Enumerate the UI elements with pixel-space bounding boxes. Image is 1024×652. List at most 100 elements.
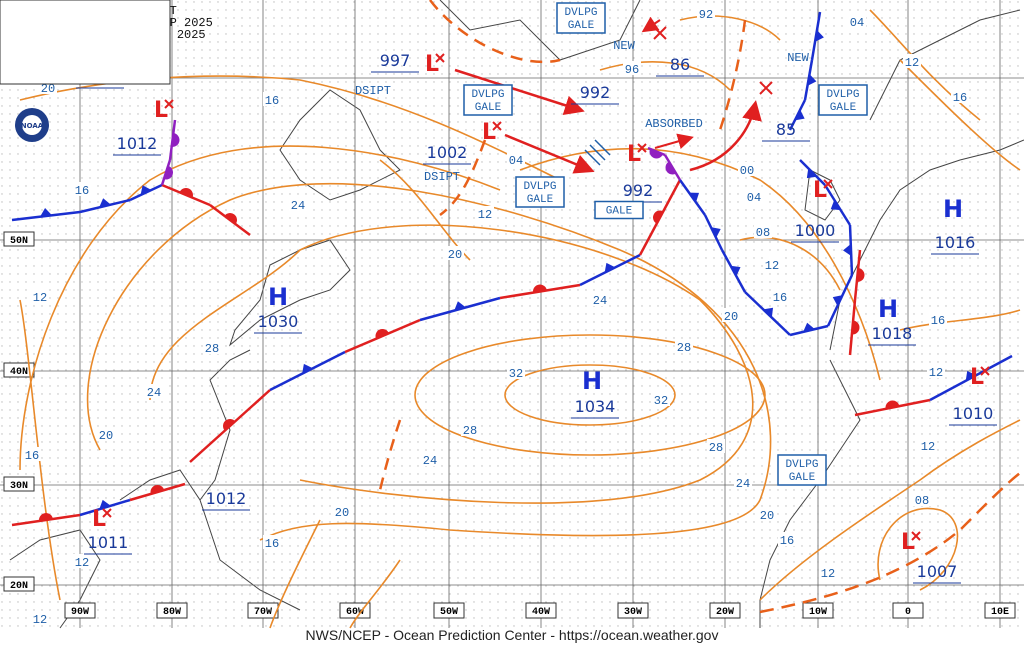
isobar-label-bg [31,289,49,303]
isobar-label-bg [722,308,740,322]
isobar-label-bg [263,535,281,549]
longitude-label-box [892,602,924,619]
longitude-label-box [433,602,465,619]
isobar-label: 92 [699,8,713,22]
isobar-label: 16 [265,537,279,551]
isobar-label-bg [903,54,921,68]
warning-text: GALE [527,194,554,206]
warning-text: GALE [606,206,633,218]
latitude-label: 50N [10,236,28,247]
latitude-label-box [3,576,35,592]
cold-front-pip [763,307,774,318]
warm-front-pip [223,419,236,431]
low-center-x [911,531,921,541]
cold-front-pip [806,168,817,179]
longitude-label: 10W [809,607,827,618]
cold-front-pip [807,74,817,86]
longitude-label-box [247,602,279,619]
warm-front-pip [851,320,860,335]
isobar-label: 12 [921,440,935,454]
isobar-label: 28 [677,341,691,355]
cold-front-pip [730,265,741,277]
cold-front-pip [604,262,616,273]
isobar-label-bg [31,611,49,625]
low-center-x [102,508,112,518]
occluded-front-pip [163,165,173,180]
longitude-label: 80W [163,607,181,618]
low-symbol: L [627,142,641,167]
isobar-label: 08 [756,226,770,240]
isobar-label-bg [461,422,479,436]
isobar-label: 12 [478,208,492,222]
latitude-label: 20N [10,581,28,592]
warning-box [515,176,565,208]
isobar-label: 12 [929,366,943,380]
warning-text: GALE [568,20,595,32]
low-center-x [823,179,833,189]
warm-front-pip [375,329,389,339]
longitude-label: 30W [624,607,642,618]
isobar-label-bg [289,197,307,211]
isobar-label: 28 [463,424,477,438]
low-symbol: L [901,530,915,555]
warning-box [777,454,827,486]
central-pressure: 1034 [575,397,616,416]
isobar-label-bg [73,554,91,568]
low-symbol: L [970,365,984,390]
central-pressure: 997 [380,51,411,70]
isobar-label: 00 [740,164,754,178]
isobar-label: 28 [205,342,219,356]
low-symbol: L [482,120,496,145]
warning-text: GALE [830,102,857,114]
isobar-label-bg [623,61,641,75]
occluded-front-pip [665,161,677,175]
cold-front-pip [843,244,852,256]
isobar-label: 12 [765,259,779,273]
warm-front-pip [652,210,664,224]
warning-box [556,2,606,34]
isobar-label-bg [263,92,281,106]
longitude-label: 10E [991,607,1009,618]
low-symbol: L [425,52,439,77]
cold-front-pip [794,109,805,121]
longitude-label: 0 [905,607,911,618]
cold-front-pip [40,208,52,217]
isobar-label-bg [754,224,772,238]
cold-front-pip [689,192,700,203]
cold-front-pip [710,227,721,238]
high-symbol: H [943,195,963,223]
cold-front-pip [832,295,843,306]
isobar-label: 04 [509,154,523,168]
latitude-label-box [3,476,35,492]
warm-front-pip [224,213,237,225]
central-pressure: 1002 [427,143,468,162]
logo-text: NOAA [21,122,44,130]
warning-text: GALE [789,472,816,484]
isobar-label: 20 [335,506,349,520]
high-symbol: H [582,367,602,395]
isobar-label-bg [819,565,837,579]
isobar-label-bg [758,507,776,521]
latitude-label: 30N [10,481,28,492]
warning-text: DVLPG [785,459,818,471]
isobar-label: 16 [931,314,945,328]
longitude-label: 50W [440,607,458,618]
isobar-label-bg [97,427,115,441]
warning-box [818,84,868,116]
note: DSIPT [424,170,460,184]
center-x [759,81,773,95]
cold-front-pip [302,363,313,374]
warm-front-pip [533,284,547,293]
isobar-label: 16 [773,291,787,305]
isobar-label: 16 [75,184,89,198]
isobar-label-bg [771,289,789,303]
isobar-label: 20 [99,429,113,443]
isobar-label: 28 [709,441,723,455]
isobar-label-bg [421,452,439,466]
central-pressure: 992 [580,83,611,102]
isobar-label: 12 [33,291,47,305]
central-pressure: 1000 [795,221,836,240]
warm-front-pip [150,485,165,494]
noaa-logo: NOAA [15,108,49,142]
